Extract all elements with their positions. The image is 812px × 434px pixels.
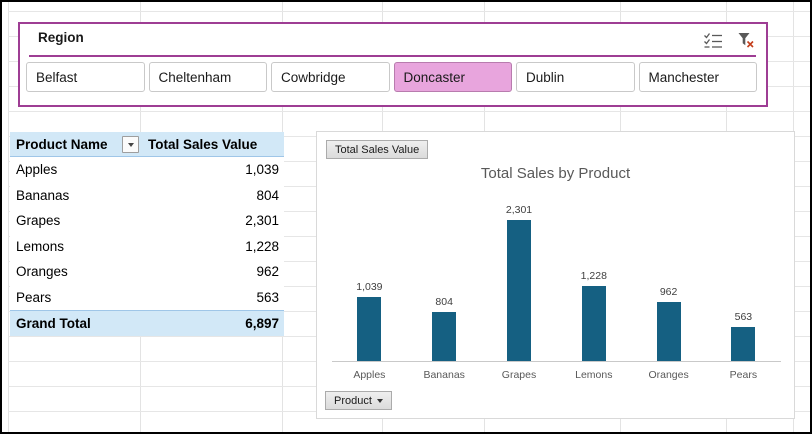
pivot-header-product-name-label: Product Name [16,137,108,152]
row-labels-filter-button[interactable] [122,136,139,153]
pivot-body: Apples1,039Bananas804Grapes2,301Lemons1,… [10,157,284,310]
sales-value-cell: 962 [142,259,284,285]
grand-total-value: 6,897 [142,311,284,336]
product-name-cell: Pears [10,285,142,311]
category-label: Oranges [632,369,706,381]
sales-value-cell: 804 [142,183,284,209]
category-label: Lemons [557,369,631,381]
region-slicer: Region BelfastCheltenhamCowbr [18,22,768,107]
plot-area: 1,039Apples804Bananas2,301Grapes1,228Lem… [332,132,781,362]
data-label: 2,301 [487,204,551,216]
pivot-row-pears[interactable]: Pears563 [10,285,284,311]
slicer-button-doncaster[interactable]: Doncaster [394,62,513,92]
slicer-header-divider [29,55,756,57]
bar-oranges [657,302,681,361]
pivot-header-total-sales-value[interactable]: Total Sales Value [142,132,284,156]
dropdown-arrow-icon [128,143,134,147]
category-label: Pears [706,369,780,381]
pivot-row-grapes[interactable]: Grapes2,301 [10,208,284,234]
slicer-button-cheltenham[interactable]: Cheltenham [149,62,268,92]
data-label: 563 [711,311,775,323]
slicer-button-dublin[interactable]: Dublin [516,62,635,92]
clear-filter-icon[interactable] [734,30,756,50]
product-name-cell: Bananas [10,183,142,209]
pivot-chart[interactable]: Total Sales Value Total Sales by Product… [316,131,795,419]
pivot-table: Product Name Total Sales Value Apples1,0… [10,132,284,336]
gridline [8,2,9,432]
pivot-row-oranges[interactable]: Oranges962 [10,259,284,285]
sales-value-cell: 1,228 [142,234,284,260]
excel-worksheet: Region BelfastCheltenhamCowbr [0,0,812,434]
pivot-header-product-name[interactable]: Product Name [10,132,142,156]
dropdown-arrow-icon [377,399,383,403]
slicer-title: Region [38,30,84,45]
data-label: 1,228 [562,270,626,282]
sales-value-cell: 1,039 [142,157,284,183]
pivot-row-bananas[interactable]: Bananas804 [10,183,284,209]
bar-grapes [507,220,531,361]
pivot-grand-total-row[interactable]: Grand Total 6,897 [10,310,284,336]
bar-lemons [582,286,606,361]
bar-bananas [432,312,456,361]
sales-value-cell: 2,301 [142,208,284,234]
product-name-cell: Lemons [10,234,142,260]
grand-total-label: Grand Total [10,311,142,336]
category-label: Apples [332,369,406,381]
product-name-cell: Oranges [10,259,142,285]
x-axis-line [332,361,781,362]
multi-select-icon[interactable] [702,30,724,50]
category-label: Grapes [482,369,556,381]
slicer-button-cowbridge[interactable]: Cowbridge [271,62,390,92]
slicer-button-manchester[interactable]: Manchester [639,62,758,92]
sales-value-cell: 563 [142,285,284,311]
data-label: 804 [412,296,476,308]
slicer-button-list: BelfastCheltenhamCowbridgeDoncasterDubli… [26,62,757,92]
slicer-button-belfast[interactable]: Belfast [26,62,145,92]
data-label: 1,039 [337,281,401,293]
pivot-row-lemons[interactable]: Lemons1,228 [10,234,284,260]
gridline [8,111,810,112]
pivot-row-apples[interactable]: Apples1,039 [10,157,284,183]
data-label: 962 [637,286,701,298]
product-name-cell: Apples [10,157,142,183]
slicer-toolbar [702,30,756,50]
axis-field-button[interactable]: Product [325,391,392,410]
bar-apples [357,297,381,361]
pivot-header-row: Product Name Total Sales Value [10,132,284,157]
product-name-cell: Grapes [10,208,142,234]
gridline [8,11,810,12]
bar-pears [731,327,755,361]
category-label: Bananas [407,369,481,381]
axis-field-button-label: Product [334,395,372,407]
